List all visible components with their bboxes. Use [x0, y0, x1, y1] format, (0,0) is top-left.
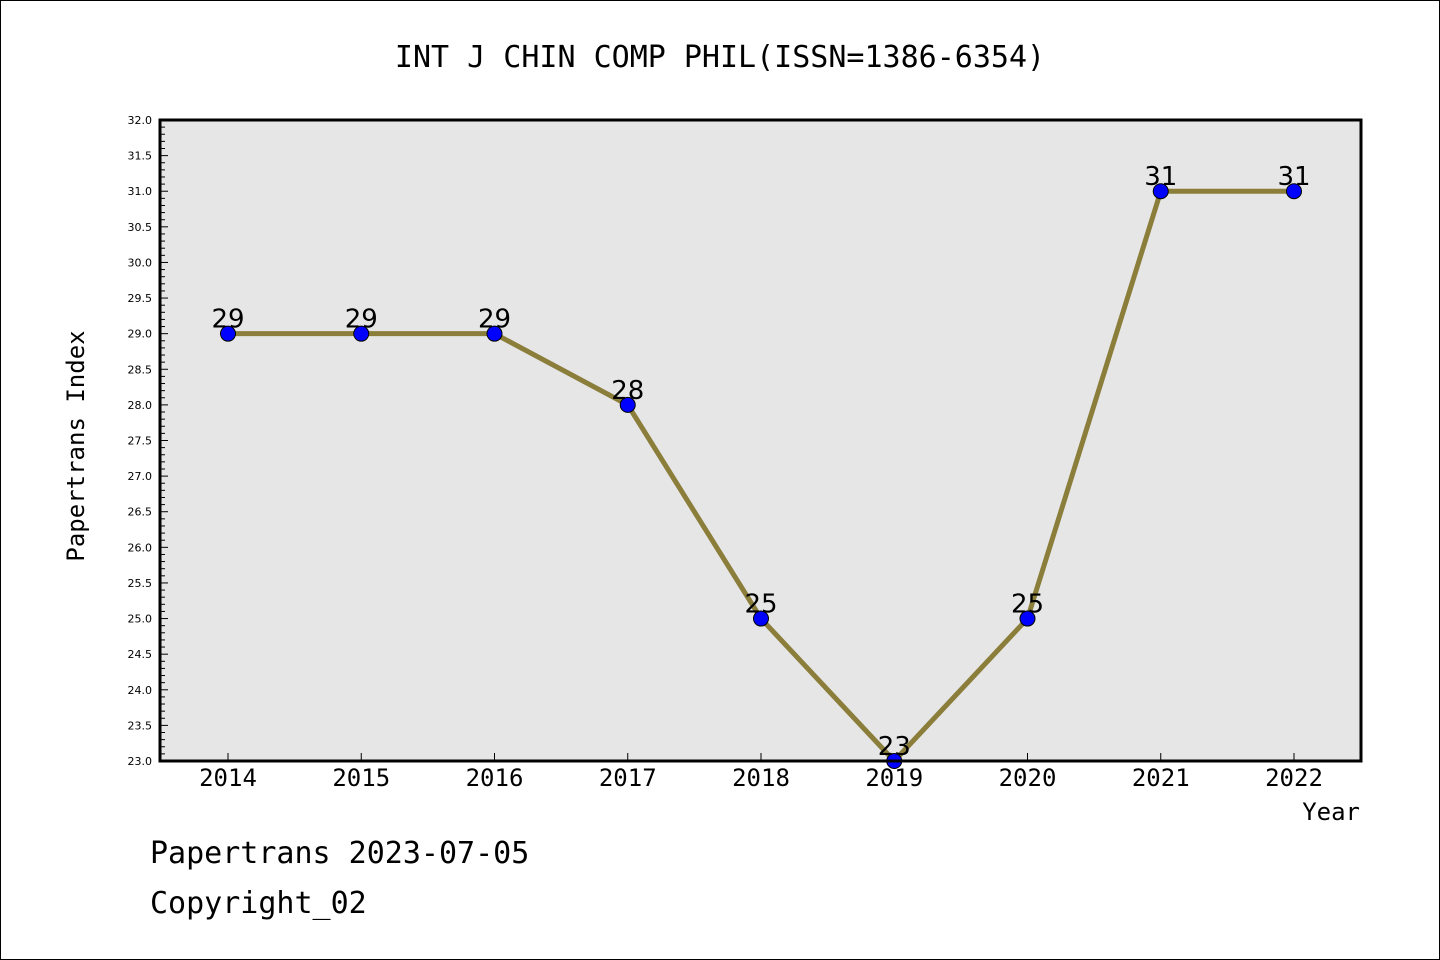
data-point: [1152, 183, 1169, 200]
y-axis-label: Papertrans Index: [62, 330, 90, 561]
y-tick-label: 24.0: [128, 684, 153, 697]
x-tick-label: 2017: [599, 764, 657, 792]
data-point: [220, 325, 236, 342]
y-tick-label: 29.0: [128, 328, 153, 341]
data-point: [753, 610, 769, 627]
y-tick-label: 31.0: [128, 185, 153, 198]
plot-border: [158, 118, 1363, 763]
data-label: 29: [211, 305, 244, 335]
data-label: 28: [611, 376, 644, 406]
y-tick-label: 32.0: [128, 114, 153, 127]
data-label: 31: [1277, 162, 1310, 192]
data-point: [486, 325, 503, 342]
y-axis-ticks: 23.0 23.5 24.0 24.5 25.0 25.5 26.0 26.5 27.0 27.5…: [128, 114, 168, 768]
y-tick-label: 24.5: [128, 648, 153, 661]
x-tick-label: 2021: [1132, 764, 1190, 792]
y-tick-label: 30.0: [128, 256, 153, 269]
y-tick-label: 26.5: [128, 506, 153, 519]
y-tick-label: 23.0: [128, 755, 153, 768]
x-tick-label: 2022: [1265, 764, 1323, 792]
x-tick-label: 2014: [199, 764, 257, 792]
y-tick-label: 29.5: [128, 292, 153, 305]
data-label: 25: [1011, 590, 1044, 620]
y-tick-label: 25.5: [128, 577, 153, 590]
footer-copyright: Copyright_02: [150, 886, 367, 921]
y-tick-label: 27.0: [128, 470, 153, 483]
data-label: 25: [744, 590, 777, 620]
data-label: 23: [878, 732, 911, 762]
x-axis-label: Year: [1302, 798, 1360, 826]
x-axis-ticks: 2014 2015 2016 2017 2018 2019 2020 2021 2022: [199, 753, 1323, 792]
data-point: [1286, 183, 1302, 200]
y-tick-label: 28.5: [128, 363, 153, 376]
y-tick-label: 27.5: [128, 435, 153, 448]
y-tick-label: 31.5: [128, 150, 153, 163]
chart-title: INT J CHIN COMP PHIL(ISSN=1386-6354): [395, 40, 1045, 75]
plot-area: [160, 120, 1361, 761]
x-tick-label: 2015: [332, 764, 390, 792]
y-tick-label: 23.5: [128, 719, 153, 732]
data-label: 29: [345, 305, 378, 335]
data-point: [1019, 610, 1036, 627]
y-tick-label: 30.5: [128, 221, 153, 234]
data-point: [353, 325, 370, 342]
data-label: 29: [478, 305, 511, 335]
x-tick-label: 2016: [466, 764, 524, 792]
footer-date: Papertrans 2023-07-05: [150, 836, 530, 871]
data-markers: [220, 183, 1302, 769]
x-tick-label: 2020: [999, 764, 1057, 792]
y-tick-label: 26.0: [128, 541, 153, 554]
y-tick-label: 28.0: [128, 399, 153, 412]
data-labels: 29 29 29 28 25 23 25 31 31: [211, 162, 1310, 762]
data-point: [619, 396, 636, 413]
y-tick-label: 25.0: [128, 613, 153, 626]
data-label: 31: [1144, 162, 1177, 192]
x-tick-label: 2018: [732, 764, 790, 792]
